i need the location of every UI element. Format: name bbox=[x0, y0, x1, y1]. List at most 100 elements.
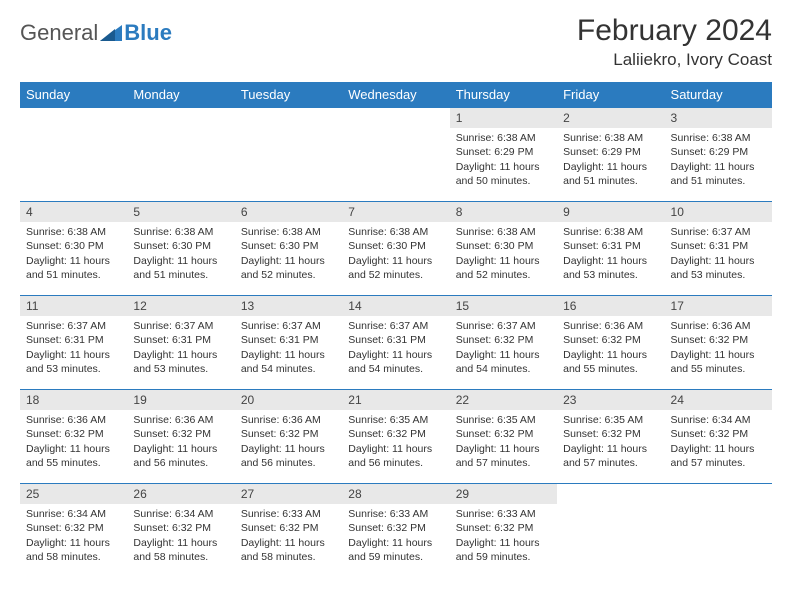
calendar-cell bbox=[235, 108, 342, 202]
sunset-line: Sunset: 6:30 PM bbox=[348, 239, 443, 253]
sunset-line: Sunset: 6:32 PM bbox=[456, 427, 551, 441]
daylight-line: Daylight: 11 hours and 53 minutes. bbox=[671, 254, 766, 282]
day-number: 4 bbox=[20, 202, 127, 222]
day-content: Sunrise: 6:37 AMSunset: 6:31 PMDaylight:… bbox=[20, 316, 127, 380]
day-number: 9 bbox=[557, 202, 664, 222]
day-content: Sunrise: 6:33 AMSunset: 6:32 PMDaylight:… bbox=[235, 504, 342, 568]
sunset-line: Sunset: 6:32 PM bbox=[563, 333, 658, 347]
calendar-cell: 3Sunrise: 6:38 AMSunset: 6:29 PMDaylight… bbox=[665, 108, 772, 202]
calendar-cell: 17Sunrise: 6:36 AMSunset: 6:32 PMDayligh… bbox=[665, 296, 772, 390]
calendar-cell: 20Sunrise: 6:36 AMSunset: 6:32 PMDayligh… bbox=[235, 390, 342, 484]
day-number: 14 bbox=[342, 296, 449, 316]
calendar-cell: 16Sunrise: 6:36 AMSunset: 6:32 PMDayligh… bbox=[557, 296, 664, 390]
day-content: Sunrise: 6:38 AMSunset: 6:31 PMDaylight:… bbox=[557, 222, 664, 286]
daylight-line: Daylight: 11 hours and 57 minutes. bbox=[671, 442, 766, 470]
sunrise-line: Sunrise: 6:33 AM bbox=[241, 507, 336, 521]
daylight-line: Daylight: 11 hours and 53 minutes. bbox=[563, 254, 658, 282]
sunrise-line: Sunrise: 6:37 AM bbox=[241, 319, 336, 333]
sunrise-line: Sunrise: 6:36 AM bbox=[563, 319, 658, 333]
day-number-empty bbox=[235, 108, 342, 128]
weekday-header: Saturday bbox=[665, 82, 772, 108]
calendar-cell: 12Sunrise: 6:37 AMSunset: 6:31 PMDayligh… bbox=[127, 296, 234, 390]
day-number: 2 bbox=[557, 108, 664, 128]
day-number: 15 bbox=[450, 296, 557, 316]
logo: General Blue bbox=[20, 20, 172, 46]
day-number: 5 bbox=[127, 202, 234, 222]
day-number: 19 bbox=[127, 390, 234, 410]
sunset-line: Sunset: 6:32 PM bbox=[456, 333, 551, 347]
logo-text-blue: Blue bbox=[124, 20, 172, 46]
calendar-cell: 7Sunrise: 6:38 AMSunset: 6:30 PMDaylight… bbox=[342, 202, 449, 296]
day-content: Sunrise: 6:38 AMSunset: 6:30 PMDaylight:… bbox=[450, 222, 557, 286]
daylight-line: Daylight: 11 hours and 51 minutes. bbox=[671, 160, 766, 188]
day-content: Sunrise: 6:38 AMSunset: 6:29 PMDaylight:… bbox=[665, 128, 772, 192]
logo-text-general: General bbox=[20, 20, 98, 46]
calendar-cell: 13Sunrise: 6:37 AMSunset: 6:31 PMDayligh… bbox=[235, 296, 342, 390]
day-content: Sunrise: 6:37 AMSunset: 6:31 PMDaylight:… bbox=[342, 316, 449, 380]
day-content: Sunrise: 6:37 AMSunset: 6:31 PMDaylight:… bbox=[235, 316, 342, 380]
day-content: Sunrise: 6:35 AMSunset: 6:32 PMDaylight:… bbox=[342, 410, 449, 474]
sunset-line: Sunset: 6:32 PM bbox=[563, 427, 658, 441]
day-content: Sunrise: 6:36 AMSunset: 6:32 PMDaylight:… bbox=[665, 316, 772, 380]
day-number: 24 bbox=[665, 390, 772, 410]
sunset-line: Sunset: 6:31 PM bbox=[348, 333, 443, 347]
daylight-line: Daylight: 11 hours and 53 minutes. bbox=[26, 348, 121, 376]
sunset-line: Sunset: 6:32 PM bbox=[133, 427, 228, 441]
day-number: 12 bbox=[127, 296, 234, 316]
calendar-cell: 28Sunrise: 6:33 AMSunset: 6:32 PMDayligh… bbox=[342, 484, 449, 578]
weekday-header: Tuesday bbox=[235, 82, 342, 108]
day-number: 22 bbox=[450, 390, 557, 410]
calendar-cell: 24Sunrise: 6:34 AMSunset: 6:32 PMDayligh… bbox=[665, 390, 772, 484]
day-number: 7 bbox=[342, 202, 449, 222]
daylight-line: Daylight: 11 hours and 51 minutes. bbox=[133, 254, 228, 282]
title-block: February 2024 Laliiekro, Ivory Coast bbox=[577, 14, 772, 70]
day-content: Sunrise: 6:34 AMSunset: 6:32 PMDaylight:… bbox=[127, 504, 234, 568]
daylight-line: Daylight: 11 hours and 58 minutes. bbox=[241, 536, 336, 564]
day-content: Sunrise: 6:37 AMSunset: 6:31 PMDaylight:… bbox=[665, 222, 772, 286]
header: General Blue February 2024 Laliiekro, Iv… bbox=[20, 14, 772, 70]
sunset-line: Sunset: 6:32 PM bbox=[671, 333, 766, 347]
daylight-line: Daylight: 11 hours and 57 minutes. bbox=[456, 442, 551, 470]
daylight-line: Daylight: 11 hours and 59 minutes. bbox=[348, 536, 443, 564]
daylight-line: Daylight: 11 hours and 55 minutes. bbox=[671, 348, 766, 376]
day-number-empty bbox=[127, 108, 234, 128]
day-content: Sunrise: 6:37 AMSunset: 6:31 PMDaylight:… bbox=[127, 316, 234, 380]
calendar-cell: 9Sunrise: 6:38 AMSunset: 6:31 PMDaylight… bbox=[557, 202, 664, 296]
day-content: Sunrise: 6:35 AMSunset: 6:32 PMDaylight:… bbox=[450, 410, 557, 474]
calendar-cell: 10Sunrise: 6:37 AMSunset: 6:31 PMDayligh… bbox=[665, 202, 772, 296]
day-number: 29 bbox=[450, 484, 557, 504]
day-number: 23 bbox=[557, 390, 664, 410]
calendar-cell bbox=[557, 484, 664, 578]
day-content: Sunrise: 6:38 AMSunset: 6:30 PMDaylight:… bbox=[127, 222, 234, 286]
day-number-empty bbox=[20, 108, 127, 128]
sunset-line: Sunset: 6:30 PM bbox=[26, 239, 121, 253]
sunset-line: Sunset: 6:32 PM bbox=[671, 427, 766, 441]
sunrise-line: Sunrise: 6:36 AM bbox=[26, 413, 121, 427]
sunrise-line: Sunrise: 6:37 AM bbox=[26, 319, 121, 333]
day-number: 11 bbox=[20, 296, 127, 316]
daylight-line: Daylight: 11 hours and 50 minutes. bbox=[456, 160, 551, 188]
daylight-line: Daylight: 11 hours and 59 minutes. bbox=[456, 536, 551, 564]
daylight-line: Daylight: 11 hours and 58 minutes. bbox=[133, 536, 228, 564]
daylight-line: Daylight: 11 hours and 54 minutes. bbox=[348, 348, 443, 376]
sunrise-line: Sunrise: 6:38 AM bbox=[26, 225, 121, 239]
daylight-line: Daylight: 11 hours and 53 minutes. bbox=[133, 348, 228, 376]
day-content: Sunrise: 6:35 AMSunset: 6:32 PMDaylight:… bbox=[557, 410, 664, 474]
day-number: 28 bbox=[342, 484, 449, 504]
sunrise-line: Sunrise: 6:37 AM bbox=[348, 319, 443, 333]
calendar-cell: 14Sunrise: 6:37 AMSunset: 6:31 PMDayligh… bbox=[342, 296, 449, 390]
weekday-row: SundayMondayTuesdayWednesdayThursdayFrid… bbox=[20, 82, 772, 108]
daylight-line: Daylight: 11 hours and 52 minutes. bbox=[348, 254, 443, 282]
sunrise-line: Sunrise: 6:38 AM bbox=[133, 225, 228, 239]
calendar-cell: 2Sunrise: 6:38 AMSunset: 6:29 PMDaylight… bbox=[557, 108, 664, 202]
calendar-cell: 15Sunrise: 6:37 AMSunset: 6:32 PMDayligh… bbox=[450, 296, 557, 390]
calendar-cell bbox=[127, 108, 234, 202]
sunrise-line: Sunrise: 6:35 AM bbox=[456, 413, 551, 427]
sunrise-line: Sunrise: 6:37 AM bbox=[671, 225, 766, 239]
sunrise-line: Sunrise: 6:34 AM bbox=[133, 507, 228, 521]
daylight-line: Daylight: 11 hours and 52 minutes. bbox=[456, 254, 551, 282]
day-number-empty bbox=[665, 484, 772, 504]
day-content: Sunrise: 6:36 AMSunset: 6:32 PMDaylight:… bbox=[20, 410, 127, 474]
sunset-line: Sunset: 6:31 PM bbox=[133, 333, 228, 347]
sunset-line: Sunset: 6:32 PM bbox=[348, 521, 443, 535]
